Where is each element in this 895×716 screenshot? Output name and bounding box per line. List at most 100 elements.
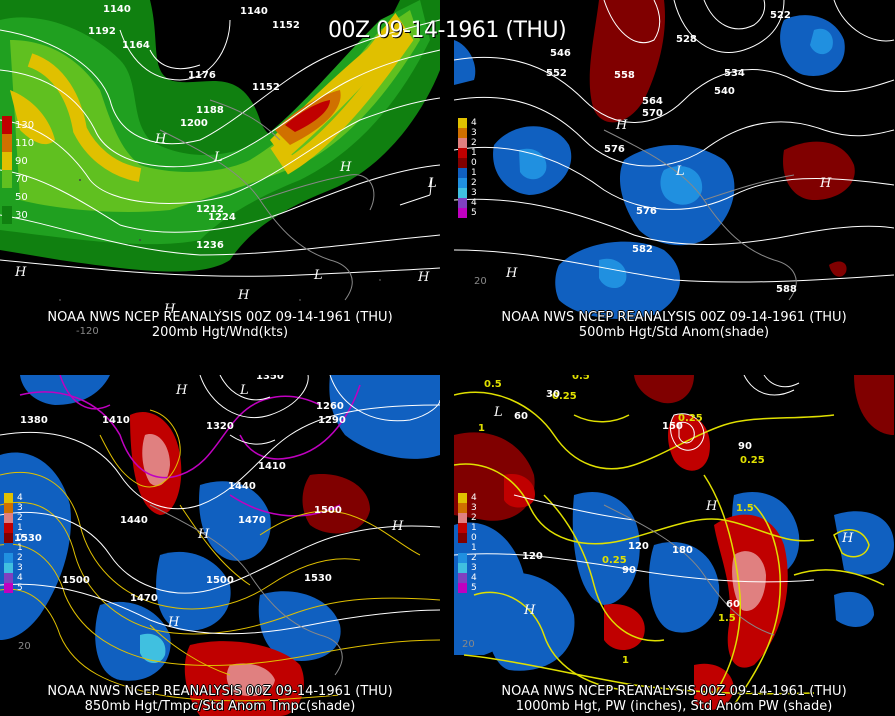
contour-label: 1500 — [62, 575, 90, 586]
legend-swatch — [2, 116, 12, 134]
high-marker: H — [842, 531, 854, 546]
legend-label: 0 — [471, 158, 477, 168]
legend-label: 4 — [471, 198, 477, 208]
legend-row: 0 — [458, 158, 477, 168]
legend-label: 4 — [471, 573, 477, 583]
legend-swatch — [458, 583, 467, 593]
high-marker: H — [168, 615, 180, 630]
legend-row: 1 — [4, 523, 23, 533]
map-850mb — [0, 375, 440, 716]
caption-field: 1000mb Hgt, PW (inches), Std Anom PW (sh… — [515, 699, 833, 714]
legend-row: 90 — [2, 152, 38, 170]
contour-label: 546 — [550, 48, 571, 59]
legend-row: 2 — [4, 553, 23, 563]
contour-label: 120 — [522, 551, 543, 562]
high-marker: H — [340, 160, 352, 175]
legend-label: 4 — [17, 493, 23, 503]
legend-swatch — [458, 573, 467, 583]
legend-row: 2 — [458, 138, 477, 148]
legend-label: 2 — [471, 178, 477, 188]
contour-label: 1224 — [208, 212, 236, 223]
contour-label: 1152 — [272, 20, 300, 31]
legend-label: 90 — [15, 155, 28, 167]
legend-label: 3 — [471, 563, 477, 573]
legend-label: 50 — [15, 191, 28, 203]
contour-label: 60 — [726, 599, 740, 610]
legend-swatch — [4, 543, 13, 553]
legend-swatch — [4, 553, 13, 563]
legend-swatch — [458, 138, 467, 148]
legend-label: 3 — [17, 503, 23, 513]
legend-row: 1 — [458, 168, 477, 178]
caption-field: 850mb Hgt/Tmpc/Std Anom Tmpc(shade) — [84, 699, 356, 714]
legend-swatch — [458, 158, 467, 168]
map-200mb — [0, 0, 440, 342]
legend-label: 30 — [15, 209, 28, 221]
contour-label: 90 — [622, 565, 636, 576]
legend-swatch — [458, 533, 467, 543]
contour-label: 534 — [724, 68, 745, 79]
legend-label: 2 — [471, 513, 477, 523]
high-marker: H — [176, 383, 188, 398]
low-marker: L — [314, 268, 323, 283]
contour-label: 1530 — [304, 573, 332, 584]
legend-label: 110 — [15, 137, 35, 149]
contour-label: 564 — [642, 96, 663, 107]
legend-swatch — [458, 198, 467, 208]
legend-swatch — [458, 493, 467, 503]
legend-row: 3 — [4, 503, 23, 513]
contour-label: 1.5 — [736, 503, 754, 514]
map-500mb — [454, 0, 894, 342]
legend-label: 2 — [471, 553, 477, 563]
legend-row: 4 — [458, 493, 477, 503]
legend-swatch — [458, 188, 467, 198]
page-title: 00Z 09-14-1961 (THU) — [328, 18, 567, 43]
legend-row: 3 — [458, 188, 477, 198]
legend-label: 3 — [17, 563, 23, 573]
caption-source: NOAA NWS NCEP REANALYSIS 00Z 09-14-1961 … — [47, 310, 393, 325]
legend-label: 70 — [15, 173, 28, 185]
legend-row: 1 — [458, 523, 477, 533]
legend-swatch — [4, 583, 13, 593]
legend-swatch — [4, 503, 13, 513]
contour-label: 30 — [546, 389, 560, 400]
legend-swatch — [4, 513, 13, 523]
legend-row: 2 — [4, 513, 23, 523]
contour-label: 1500 — [206, 575, 234, 586]
high-marker: H — [198, 527, 210, 542]
legend-row: 4 — [4, 573, 23, 583]
contour-label: 1470 — [130, 593, 158, 604]
low-marker: L — [214, 150, 223, 165]
legend-row: 110 — [2, 134, 38, 152]
low-marker: L — [240, 383, 249, 398]
legend-label: 2 — [17, 553, 23, 563]
legend-label: 3 — [471, 503, 477, 513]
legend-row: 4 — [4, 493, 23, 503]
legend-label: 4 — [17, 573, 23, 583]
legend-row: 1 — [4, 543, 23, 553]
map-1000mb-pw — [454, 375, 894, 716]
legend-swatch — [4, 523, 13, 533]
high-marker: H — [418, 270, 430, 285]
contour-label: 1140 — [103, 4, 131, 15]
contour-label: 1290 — [318, 415, 346, 426]
contour-label: 1192 — [88, 26, 116, 37]
contour-label: 558 — [614, 70, 635, 81]
legend-swatch — [458, 543, 467, 553]
contour-label: 576 — [636, 206, 657, 217]
contour-label: 1200 — [180, 118, 208, 129]
caption-field: 200mb Hgt/Wnd(kts) — [151, 325, 289, 340]
legend-label: 4 — [471, 118, 477, 128]
legend-row: 0 — [458, 533, 477, 543]
legend-row: 3 — [4, 563, 23, 573]
contour-label: 540 — [714, 86, 735, 97]
longitude-label: 20 — [474, 276, 487, 287]
legend-row: 4 — [458, 198, 477, 208]
contour-label: 1212 — [196, 204, 224, 215]
legend-row: 5 — [458, 583, 477, 593]
contour-label: 570 — [642, 108, 663, 119]
legend-label: 5 — [471, 583, 477, 593]
